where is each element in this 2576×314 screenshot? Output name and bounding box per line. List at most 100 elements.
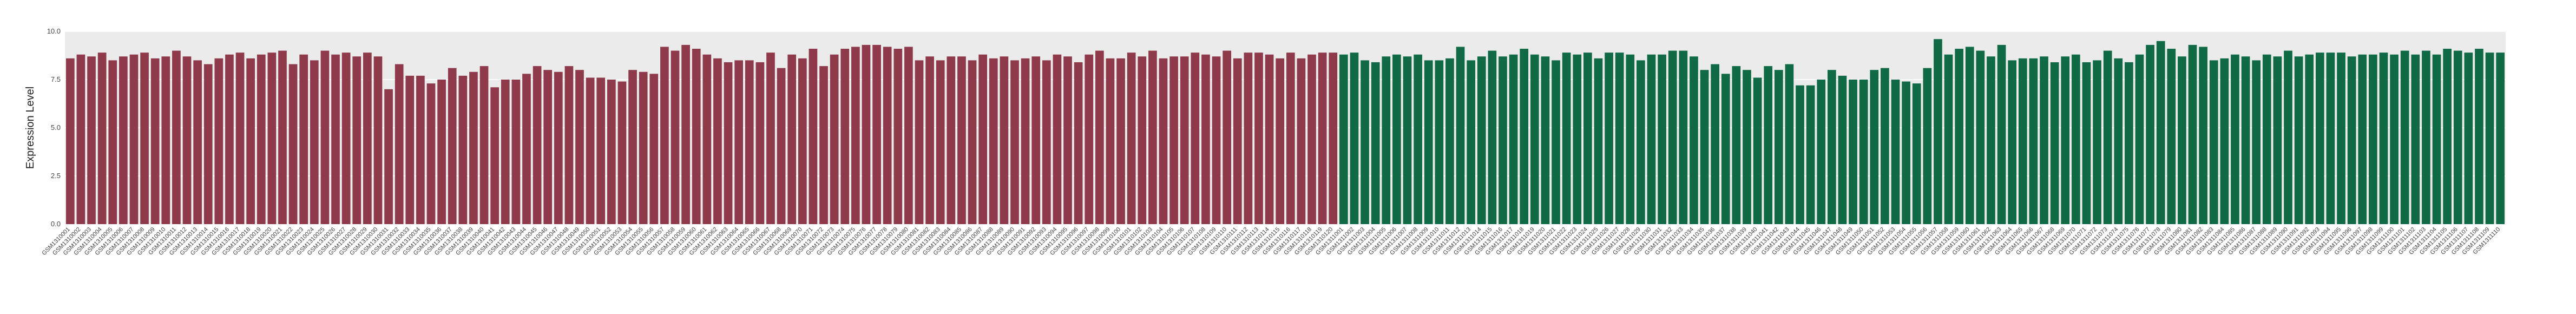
bar [193,60,202,225]
bar [1010,60,1019,225]
bar [501,80,510,224]
bar [2220,58,2229,224]
bar [1477,56,1486,224]
bar [713,58,722,224]
bar [936,60,945,225]
bar [586,77,595,224]
bar [1785,64,1794,225]
bar [734,60,743,225]
bar [1711,64,1719,225]
bar [129,54,139,224]
bar [2464,53,2473,224]
bar [862,44,871,225]
bar [469,71,478,224]
bar [1138,56,1147,224]
bar [1806,85,1815,224]
bar [1859,80,1868,224]
bar [1976,50,1985,224]
bar [2422,50,2430,224]
bar [288,64,298,225]
bar [1753,77,1762,224]
bar [2093,60,2101,225]
bar [1350,53,1359,224]
bar [1987,56,1995,224]
bar [1690,56,1698,224]
bar [2103,50,2112,224]
bar [1499,56,1507,224]
bar [649,74,659,224]
bar [1000,56,1009,224]
bar [1658,54,1666,224]
bar [416,75,425,224]
bar [1774,70,1783,224]
bar [2209,60,2218,225]
bar [140,53,149,224]
bar [257,54,266,224]
bar [1965,47,1974,224]
bar [1997,44,2006,225]
bar [1923,68,1932,224]
bar [2167,49,2176,224]
bar [2008,60,2017,225]
bar [1721,74,1730,224]
bar [830,54,839,224]
bar [1870,70,1879,224]
bar [2496,53,2505,224]
bar [883,47,892,224]
bar [2432,54,2441,224]
bar [1233,58,1242,224]
bar [1912,83,1921,224]
bar [2178,56,2186,224]
bar [1191,53,1200,224]
bar [1223,50,1231,224]
bar [1509,54,1518,224]
bar [755,62,765,225]
bar [246,58,255,224]
bar [564,66,574,224]
bar [2347,56,2356,224]
bar [2400,50,2409,224]
bar [1265,54,1274,224]
bar [702,54,712,224]
bar [2040,56,2048,224]
bar [2135,54,2144,224]
bar [840,49,850,224]
bar [2305,54,2314,224]
bar [2262,54,2271,224]
bar [1615,53,1624,224]
bar [1116,58,1125,224]
bar [161,56,170,224]
bar [2252,60,2261,225]
bar [777,68,786,224]
bar [426,83,436,224]
bar [724,62,733,225]
bar [1159,58,1168,224]
bar [904,47,913,224]
bar [1053,54,1062,224]
bar [1562,53,1571,224]
bar [2358,54,2367,224]
bar [989,58,998,224]
bar [2390,54,2398,224]
bar [2050,62,2059,225]
bar [310,60,319,225]
bar [1934,39,1942,225]
bar [1881,68,1889,224]
bar [2018,58,2027,224]
bar [1106,58,1115,224]
bar [225,54,234,224]
bar [76,54,86,224]
bar [278,50,287,224]
y-tick-label: 2.5 [51,172,61,180]
bar [1732,66,1741,224]
bar [660,47,669,224]
bar [1700,70,1709,224]
bar [2316,53,2324,224]
bar [1456,47,1465,224]
bar [1318,53,1327,224]
bar [1817,80,1826,224]
y-tick-label: 10.0 [47,27,61,35]
bar [448,68,457,224]
bar [2453,50,2462,224]
